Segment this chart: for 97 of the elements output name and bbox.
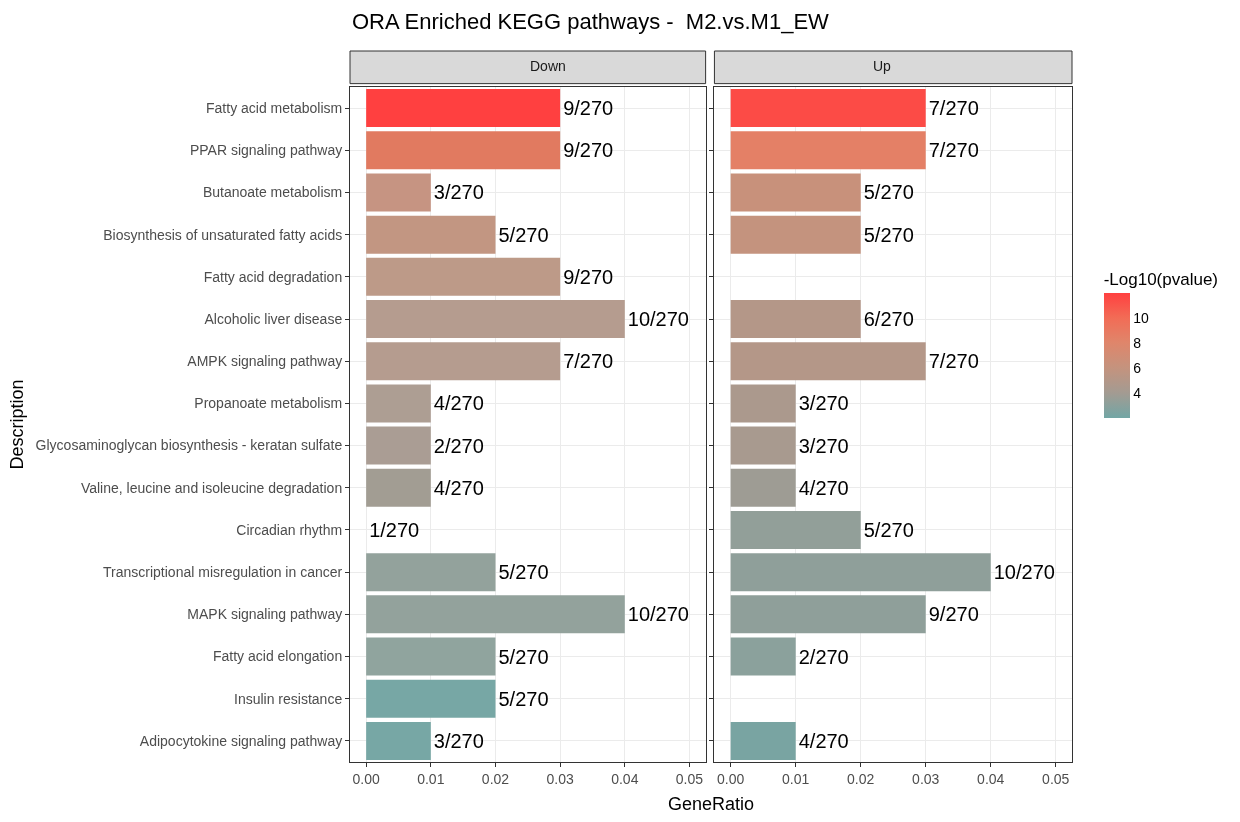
x-tick-label: 0.03 — [912, 770, 940, 787]
bar — [730, 89, 926, 128]
y-tick-label: Fatty acid elongation — [213, 648, 343, 665]
bar — [730, 300, 861, 339]
bar — [730, 173, 861, 212]
data-label: 4/270 — [433, 392, 484, 415]
bar — [366, 215, 496, 254]
bar — [366, 426, 431, 465]
color-bar-title: -Log10(pvalue) — [1103, 269, 1219, 289]
y-tick-label: Circadian rhythm — [236, 521, 343, 538]
y-tick-label: Valine, leucine and isoleucine degradation — [80, 479, 343, 496]
x-axis-title: GeneRatio — [668, 794, 755, 814]
bar — [366, 131, 561, 170]
data-label: 5/270 — [498, 645, 549, 668]
x-tick-label: 0.01 — [782, 770, 810, 787]
data-label: 10/270 — [993, 561, 1055, 584]
color-bar-label: 6 — [1133, 359, 1142, 376]
bar — [366, 300, 625, 339]
x-tick-label: 0.00 — [352, 770, 380, 787]
data-label: 5/270 — [863, 181, 914, 204]
x-tick-label: 0.05 — [1042, 770, 1070, 787]
chart-subtitle: Down — [530, 58, 566, 74]
data-label: 7/270 — [928, 97, 979, 120]
chart-title: ORA Enriched KEGG pathways - M2.vs.M1_EW — [352, 9, 830, 34]
data-label: 4/270 — [798, 729, 849, 752]
bar — [366, 721, 431, 760]
bar — [366, 637, 496, 676]
data-label: 10/270 — [627, 308, 689, 331]
data-label: 3/270 — [433, 181, 484, 204]
bar — [730, 342, 926, 381]
bar — [366, 173, 431, 212]
x-tick-label: 0.00 — [717, 770, 745, 787]
data-label: 3/270 — [433, 729, 484, 752]
x-tick-label: 0.05 — [675, 770, 704, 787]
y-tick-label: Fatty acid degradation — [203, 268, 343, 285]
data-label: 7/270 — [928, 139, 979, 162]
data-label: 5/270 — [863, 518, 914, 541]
bar — [730, 426, 796, 465]
data-label: 5/270 — [498, 223, 549, 246]
bar — [366, 553, 496, 592]
x-tick-label: 0.04 — [977, 770, 1005, 787]
color-bar-label: 4 — [1133, 384, 1142, 401]
data-label: 7/270 — [563, 350, 614, 373]
data-label: 4/270 — [433, 476, 484, 499]
data-label: 7/270 — [928, 350, 979, 373]
y-tick-label: Adipocytokine signaling pathway — [139, 732, 343, 749]
y-tick-label: MAPK signaling pathway — [187, 606, 343, 623]
x-tick-label: 0.02 — [847, 770, 875, 787]
bar — [730, 215, 861, 254]
data-label: 4/270 — [798, 476, 849, 499]
bar — [730, 637, 796, 676]
color-bar-label: 8 — [1133, 334, 1142, 351]
y-tick-label: AMPK signaling pathway — [187, 353, 343, 370]
x-tick-label: 0.02 — [481, 770, 510, 787]
bar — [366, 679, 496, 718]
x-tick-label: 0.04 — [611, 770, 639, 787]
y-tick-label: Fatty acid metabolism — [206, 99, 343, 116]
y-tick-label: Propanoate metabolism — [194, 395, 343, 412]
data-label: 5/270 — [498, 687, 549, 710]
data-label: 3/270 — [798, 434, 849, 457]
bar — [730, 721, 796, 760]
data-label: 9/270 — [563, 139, 614, 162]
y-tick-label: Insulin resistance — [234, 690, 343, 707]
y-tick-label: Biosynthesis of unsaturated fatty acids — [103, 226, 343, 243]
x-tick-label: 0.01 — [417, 770, 445, 787]
data-label: 2/270 — [433, 434, 484, 457]
bar — [366, 342, 561, 381]
bar — [730, 384, 796, 423]
data-label: 9/270 — [928, 603, 979, 626]
color-bar-label: 10 — [1133, 309, 1150, 326]
bar — [366, 468, 431, 507]
y-tick-label: Alcoholic liver disease — [204, 310, 343, 327]
bar — [730, 468, 796, 507]
chart-subtitle: Up — [873, 58, 892, 74]
x-tick-label: 0.03 — [546, 770, 574, 787]
data-label: 10/270 — [627, 603, 689, 626]
data-label: 9/270 — [563, 97, 614, 120]
data-label: 5/270 — [863, 223, 914, 246]
bar — [366, 384, 431, 423]
y-axis-title: Description — [7, 379, 28, 470]
y-tick-label: Transcriptional misregulation in cancer — [103, 564, 343, 581]
data-label: 3/270 — [798, 392, 849, 415]
data-label: 6/270 — [863, 308, 914, 331]
y-tick-label: PPAR signaling pathway — [189, 142, 343, 159]
data-label: 5/270 — [498, 561, 549, 584]
data-label: 9/270 — [563, 265, 614, 288]
data-label: 1/270 — [369, 518, 420, 541]
y-tick-label: Glycosaminoglycan biosynthesis - keratan sulfate — [35, 437, 343, 454]
data-label: 2/270 — [798, 645, 849, 668]
bar — [366, 595, 625, 634]
bar — [730, 553, 991, 592]
bar — [730, 510, 861, 549]
y-tick-label: Butanoate metabolism — [202, 184, 343, 201]
bar — [366, 89, 561, 128]
bar — [730, 131, 926, 170]
bar — [366, 257, 561, 296]
bar — [730, 595, 926, 634]
